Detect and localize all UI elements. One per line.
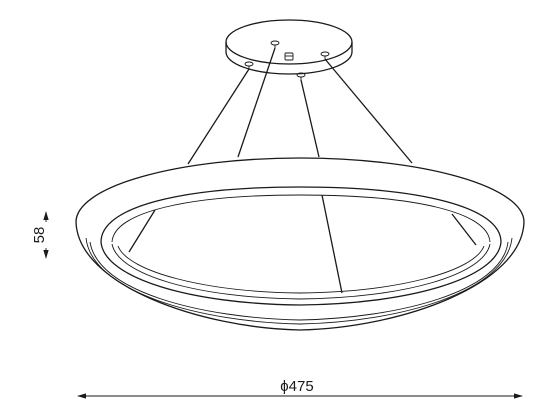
cable-grip-3 <box>320 51 330 59</box>
ring-body <box>75 157 525 331</box>
ceiling-canopy <box>225 19 353 80</box>
cable-grip-2 <box>244 61 254 69</box>
height-label: 58 <box>31 227 48 244</box>
cable-grip-1 <box>270 40 280 48</box>
suspension-cables <box>128 47 477 294</box>
cable-grip-4 <box>296 72 306 80</box>
height-dimension: 58 <box>31 211 49 259</box>
diameter-label: ϕ475 <box>280 378 313 395</box>
diameter-dimension: ϕ475 <box>77 378 523 399</box>
